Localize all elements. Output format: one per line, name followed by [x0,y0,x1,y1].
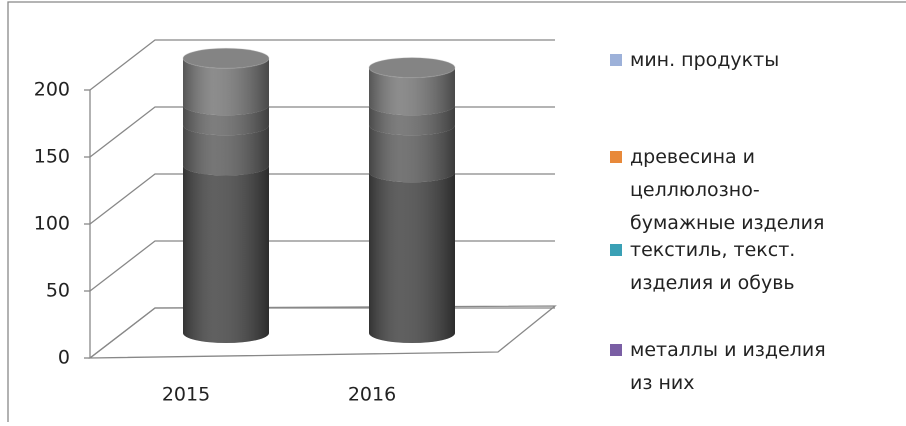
floor [88,305,557,359]
grid-line [89,307,555,359]
legend-label: мин. продукты [630,49,779,71]
y-tick-label: 150 [34,146,70,168]
x-tick-label: 2016 [348,384,396,406]
legend-label: металлы и изделия из них [630,339,826,394]
grid-line [89,39,555,91]
grid-line [89,173,555,225]
legend-swatch [610,344,622,356]
y-tick-label: 0 [58,347,70,369]
cylinder-shade [183,125,269,176]
y-tick-label: 200 [34,79,70,101]
chart-frame [7,1,906,422]
cylinder-shade [369,125,455,183]
legend-swatch [610,151,622,163]
legend-label: древесина и целлюлозно-бумажные изделия [630,146,824,234]
cylinder-shade [369,172,455,343]
legend-swatch [610,244,622,256]
cylinder-shade [183,58,269,116]
y-tick-label: 50 [46,280,70,302]
cylinder-shade [183,165,269,343]
grid-line [89,106,555,158]
cylinder-shade [369,105,455,136]
cylinder-shade [183,105,269,136]
y-tick-label: 100 [34,213,70,235]
grid-line [89,240,555,292]
cylinder-top [182,47,270,69]
cylinder-shade [369,67,455,116]
cylinder-top [368,57,456,79]
legend-swatch [610,54,622,66]
x-tick-label: 2015 [162,384,210,406]
legend-label: текстиль, текст. изделия и обувь [630,239,795,294]
cylinders [182,47,456,343]
